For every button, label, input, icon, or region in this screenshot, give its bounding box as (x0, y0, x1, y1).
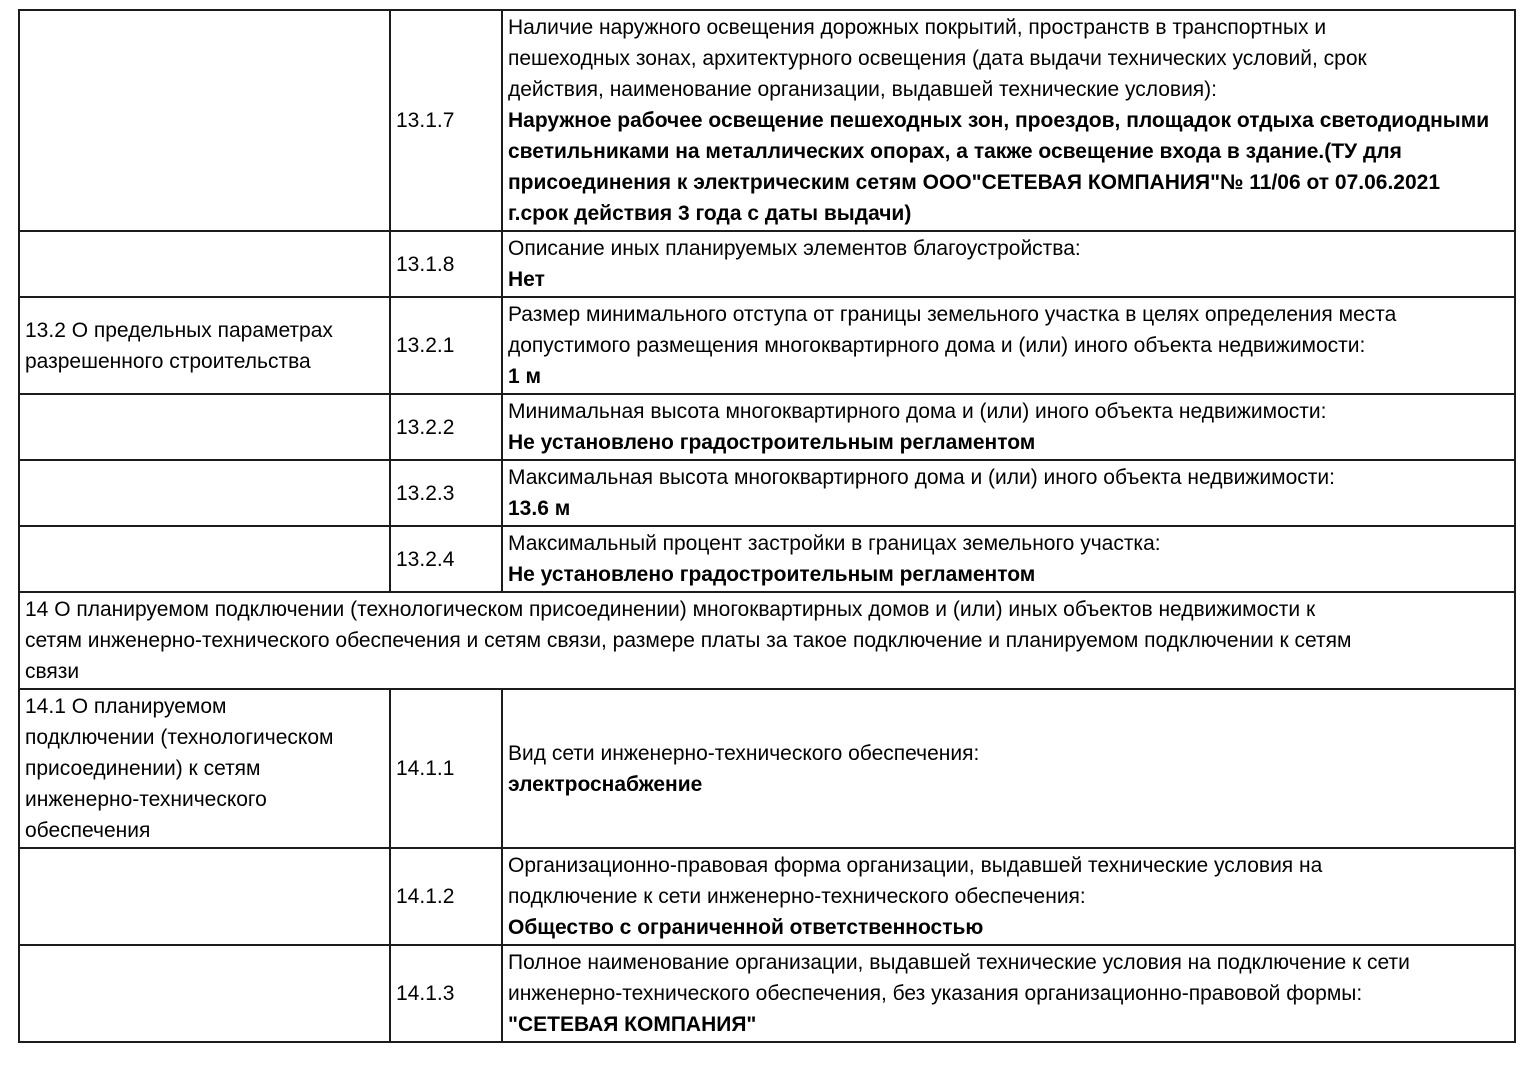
table-row-13-1-8: 13.1.8 Описание иных планируемых элемент… (18, 230, 1516, 298)
field-label: Максимальный процент застройки в граница… (508, 532, 1161, 555)
field-value: Наружное рабочее освещение пешеходных зо… (508, 109, 1490, 225)
item-number-cell: 13.1.8 (389, 230, 503, 298)
field-label: Вид сети инженерно-технического обеспече… (508, 741, 980, 765)
item-number-cell: 13.2.3 (389, 459, 503, 527)
description-cell: Размер минимального отступа от границы з… (501, 296, 1516, 395)
section-label-cell: 14.1 О планируемом подключении (технолог… (18, 688, 391, 849)
section-label-cell (18, 9, 391, 232)
section-label-cell (18, 459, 391, 527)
project-declaration-table: 13.1.7 Наличие наружного освещения дорож… (18, 9, 1516, 1043)
table-row-13-2-1: 13.2 О предельных параметрах разрешенног… (18, 296, 1516, 395)
table-row-13-2-4: 13.2.4 Максимальный процент застройки в … (18, 525, 1516, 593)
field-label: Полное наименование организации, выдавше… (508, 951, 1410, 1005)
section-header: 14 О планируемом подключении (технологич… (18, 591, 1516, 690)
section-label-cell (18, 393, 391, 461)
section-label-cell (18, 847, 391, 946)
description-cell: Максимальная высота многоквартирного дом… (501, 459, 1516, 527)
section-label-cell: 13.2 О предельных параметрах разрешенног… (18, 296, 391, 395)
item-number-cell: 13.2.2 (389, 393, 503, 461)
table-row-13-2-3: 13.2.3 Максимальная высота многоквартирн… (18, 459, 1516, 527)
table-row-14-1-2: 14.1.2 Организационно-правовая форма орг… (18, 847, 1516, 946)
section-label-cell (18, 944, 391, 1043)
item-number-cell: 13.2.4 (389, 525, 503, 593)
description-cell: Наличие наружного освещения дорожных пок… (501, 9, 1516, 232)
field-value: Общество с ограниченной ответственностью (508, 916, 984, 939)
field-label: Описание иных планируемых элементов благ… (508, 237, 1081, 260)
description-cell: Полное наименование организации, выдавше… (501, 944, 1516, 1043)
field-value: Не установлено градостроительным регламе… (508, 431, 1036, 454)
item-number-cell: 13.1.7 (389, 9, 503, 232)
item-number-cell: 14.1.3 (389, 944, 503, 1043)
field-value: Не установлено градостроительным регламе… (508, 563, 1036, 586)
table-row-13-2-2: 13.2.2 Минимальная высота многоквартирно… (18, 393, 1516, 461)
item-number-cell: 14.1.2 (389, 847, 503, 946)
field-value: Нет (508, 268, 545, 291)
description-cell: Вид сети инженерно-технического обеспече… (501, 688, 1516, 849)
field-label: Минимальная высота многоквартирного дома… (508, 400, 1327, 423)
section-label-cell (18, 230, 391, 298)
section-label-cell (18, 525, 391, 593)
field-value: 1 м (508, 365, 542, 388)
description-cell: Описание иных планируемых элементов благ… (501, 230, 1516, 298)
field-label: Наличие наружного освещения дорожных пок… (508, 16, 1367, 101)
description-cell: Максимальный процент застройки в граница… (501, 525, 1516, 593)
description-cell: Организационно-правовая форма организаци… (501, 847, 1516, 946)
item-number-cell: 13.2.1 (389, 296, 503, 395)
field-label: Организационно-правовая форма организаци… (508, 854, 1323, 908)
item-number-cell: 14.1.1 (389, 688, 503, 849)
table-row-section-14-header: 14 О планируемом подключении (технологич… (18, 591, 1516, 690)
table-row-14-1-3: 14.1.3 Полное наименование организации, … (18, 944, 1516, 1043)
field-value: электроснабжение (508, 772, 703, 796)
field-label: Максимальная высота многоквартирного дом… (508, 466, 1335, 489)
table-row-13-1-7: 13.1.7 Наличие наружного освещения дорож… (18, 9, 1516, 232)
field-label: Размер минимального отступа от границы з… (508, 303, 1397, 357)
description-cell: Минимальная высота многоквартирного дома… (501, 393, 1516, 461)
field-value: "СЕТЕВАЯ КОМПАНИЯ" (508, 1013, 757, 1036)
field-value: 13.6 м (508, 497, 571, 520)
table-row-14-1-1: 14.1 О планируемом подключении (технолог… (18, 688, 1516, 849)
